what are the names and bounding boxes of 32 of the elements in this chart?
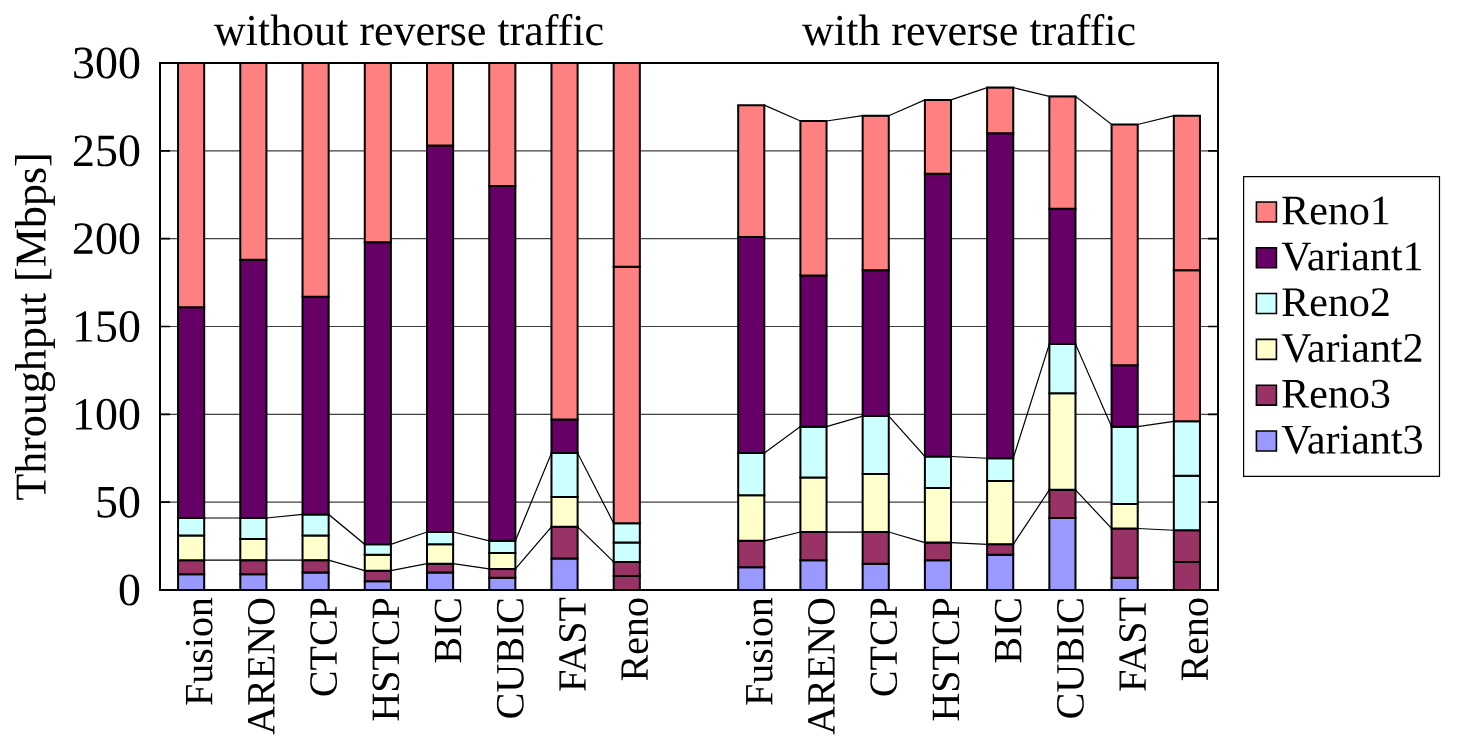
x-tick-label: Reno: [1181, 598, 1209, 681]
y-tick-label: 200: [73, 223, 140, 255]
x-tick-label: CTCP: [870, 598, 898, 696]
x-tick-label: ARENO: [808, 598, 835, 735]
legend-label: Reno2: [1282, 288, 1389, 317]
y-tick-label: 300: [74, 47, 140, 79]
x-tick-label: FAST: [559, 597, 586, 691]
legend-label: Variant1: [1281, 242, 1422, 271]
x-tick-label: FAST: [1119, 597, 1147, 691]
x-tick-label: ARENO: [247, 598, 275, 735]
y-tick-label: 0: [119, 574, 140, 606]
x-tick-label: Fusion: [185, 597, 213, 705]
x-tick-label: Reno: [621, 598, 649, 681]
x-tick-label: CTCP: [310, 598, 338, 696]
legend-label: Reno3: [1282, 379, 1390, 408]
y-axis-title: Throughput [Mbps]: [15, 155, 56, 500]
x-tick-label: BIC: [994, 599, 1022, 663]
x-tick-label: Fusion: [745, 597, 773, 705]
y-tick-label: 50: [97, 486, 140, 518]
y-tick-label: 250: [73, 135, 140, 167]
x-tick-label: HSTCP: [932, 598, 960, 721]
x-tick-label: CUBIC: [496, 599, 524, 718]
legend-label: Reno1: [1282, 196, 1389, 225]
x-tick-label: BIC: [434, 599, 462, 663]
x-tick-label: HSTCP: [372, 598, 400, 721]
y-tick-label: 100: [75, 398, 140, 430]
legend-label: Variant2: [1281, 333, 1422, 363]
y-tick-label: 150: [75, 310, 140, 343]
x-tick-label: CUBIC: [1057, 599, 1084, 718]
legend-label: Variant3: [1281, 425, 1422, 455]
text: without reverse traffic: [213, 14, 603, 46]
text: with reverse traffic: [802, 14, 1135, 46]
